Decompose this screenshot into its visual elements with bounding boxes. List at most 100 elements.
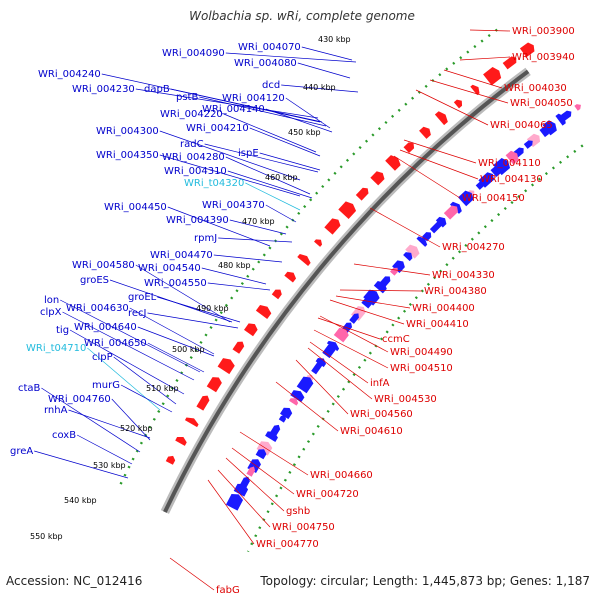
left-gene-label: WRi_004450 [104, 202, 167, 213]
right-leader-line [339, 289, 423, 292]
left-leader-line [167, 206, 271, 247]
right-gene-label: WRi_004510 [390, 363, 453, 374]
forward-gene-mark [296, 376, 314, 394]
map-title: Wolbachia sp. wRi, complete genome [189, 9, 415, 23]
reverse-gene-mark [232, 341, 245, 354]
forward-gene-mark [279, 407, 293, 420]
forward-gene-mark [225, 494, 244, 511]
left-gene-label: WRi_004390 [166, 215, 229, 226]
left-gene-label: WRi_004280 [162, 152, 225, 163]
left-gene-label: WRi_004120 [222, 93, 285, 104]
reverse-gene-mark [370, 171, 385, 186]
forward-gene-mark [246, 466, 256, 477]
left-gene-label: greA [10, 446, 33, 457]
right-leader-line [231, 447, 295, 495]
forward-gene-mark [416, 236, 428, 247]
forward-gene-mark [392, 260, 405, 274]
tick-label: 520 kbp [120, 424, 153, 433]
right-leader-line [329, 299, 405, 325]
reverse-gene-mark [419, 126, 431, 139]
left-gene-label: WRi_t04320 [184, 178, 244, 189]
reverse-gene-mark [453, 99, 463, 109]
reverse-gene-mark [255, 305, 272, 319]
right-leader-line [169, 557, 215, 591]
left-leader-line [225, 52, 357, 63]
left-gene-label: groEL [128, 292, 157, 303]
left-leader-line [301, 46, 353, 61]
right-gene-label: WRi_004530 [374, 394, 437, 405]
tick-label: 430 kbp [318, 35, 351, 44]
left-gene-label: radC [180, 139, 204, 150]
forward-gene-mark [322, 344, 336, 359]
tick-label: 470 kbp [242, 217, 275, 226]
left-gene-label: dcd [262, 80, 280, 91]
right-gene-label: WRi_004330 [432, 270, 495, 281]
right-leader-line [443, 69, 503, 89]
forward-gene-mark [403, 252, 413, 262]
tick-label: 450 kbp [288, 128, 321, 137]
reverse-gene-mark [184, 417, 199, 428]
forward-gene-mark [429, 220, 443, 234]
forward-gene-mark [233, 483, 249, 497]
forward-gene-mark [555, 113, 566, 126]
reverse-gene-mark [297, 253, 311, 266]
left-leader-line [207, 282, 271, 291]
tick-label: 500 kbp [172, 345, 205, 354]
left-gene-label: dapB [144, 84, 170, 95]
right-leader-line [239, 431, 309, 476]
left-gene-label: WRi_004070 [238, 42, 301, 53]
forward-gene-mark [523, 140, 533, 149]
left-leader-line [147, 342, 205, 373]
forward-gene-mark [311, 361, 323, 375]
left-gene-label: WRi_004350 [96, 150, 159, 161]
right-leader-line [317, 317, 381, 340]
feature-track [165, 42, 581, 511]
reverse-gene-mark [519, 42, 535, 58]
right-gene-label: gshb [286, 506, 310, 517]
left-gene-label: WRi_t04710 [26, 343, 86, 354]
left-gene-label: ispE [238, 148, 259, 159]
left-gene-label: WRi_004140 [202, 104, 265, 115]
tick-label: 550 kbp [30, 532, 63, 541]
left-gene-label: ctaB [18, 383, 41, 394]
reverse-gene-mark [165, 455, 176, 465]
left-gene-label: WRi_004310 [164, 166, 227, 177]
right-leader-line [399, 149, 479, 180]
left-leader-line [229, 219, 287, 235]
forward-gene-mark [255, 449, 267, 460]
right-gene-label: WRi_004130 [480, 174, 543, 185]
left-leader-line [285, 97, 331, 129]
right-leader-line [309, 341, 369, 384]
right-gene-label: WRi_004150 [462, 193, 525, 204]
right-gene-label: WRi_004560 [350, 409, 413, 420]
right-gene-label: WRi_004380 [424, 286, 487, 297]
left-leader-line [245, 182, 301, 211]
left-leader-line [159, 130, 301, 181]
left-leader-line [204, 143, 319, 173]
accession-text: Accession: NC_012416 [6, 574, 143, 588]
right-gene-label: WRi_004490 [390, 347, 453, 358]
left-leader-line [218, 237, 293, 243]
forward-gene-mark [288, 398, 299, 406]
right-leader-line [275, 381, 339, 432]
left-gene-label: WRi_004080 [234, 58, 297, 69]
reverse-gene-mark [284, 271, 297, 283]
left-leader-line [170, 88, 323, 123]
forward-gene-mark [443, 205, 459, 220]
left-gene-label: coxB [52, 430, 76, 441]
forward-gene-mark [505, 150, 519, 165]
right-gene-label: WRi_004065 [490, 120, 553, 131]
right-gene-label: WRi_004720 [296, 489, 359, 500]
left-gene-label: recJ [128, 308, 147, 319]
left-gene-label: murG [92, 380, 120, 391]
right-leader-line [393, 155, 461, 199]
right-gene-label: WRi_004110 [478, 158, 541, 169]
reverse-gene-mark [434, 111, 448, 126]
left-leader-line [281, 84, 359, 93]
reverse-gene-mark [217, 358, 235, 375]
tick-label: 440 kbp [303, 83, 336, 92]
right-gene-label: WRi_004610 [340, 426, 403, 437]
left-leader-line [297, 62, 351, 79]
right-gene-label: WRi_004750 [272, 522, 335, 533]
right-leader-line [307, 347, 373, 400]
